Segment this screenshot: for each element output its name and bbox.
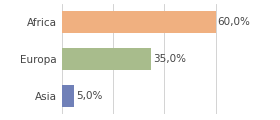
Bar [62,85,74,107]
Bar [62,11,216,33]
Text: 35,0%: 35,0% [153,54,186,64]
Text: 5,0%: 5,0% [76,91,103,101]
Text: 60,0%: 60,0% [218,17,251,27]
Bar [62,48,151,70]
